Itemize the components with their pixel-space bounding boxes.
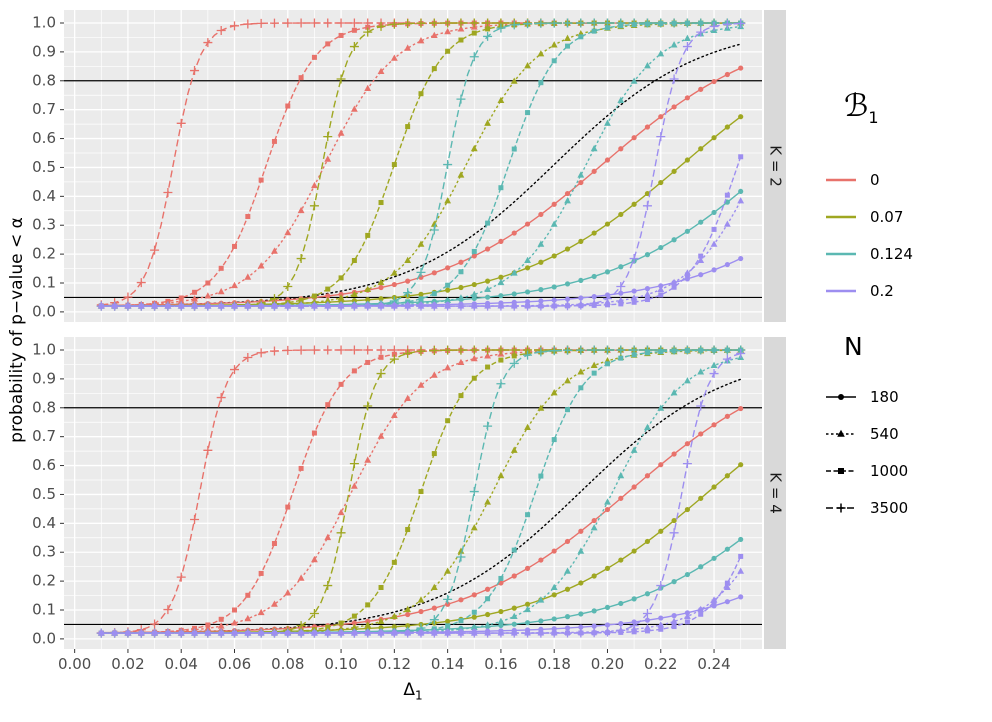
y-tick-label: 0.8 (32, 398, 56, 416)
y-tick-label: 0.0 (32, 629, 56, 647)
legend-title-b1-subscript: 1 (868, 108, 879, 128)
y-tick-label: 0.0 (32, 302, 56, 320)
y-tick-label: 0.5 (32, 485, 56, 503)
x-tick-label: 0.18 (537, 655, 570, 673)
reference-curve (100, 43, 742, 307)
legend-key-shape-plus (826, 503, 856, 513)
facet-strip-K2 (764, 10, 786, 322)
legend-key-color-3 (826, 289, 856, 293)
y-tick-label: 0.9 (32, 369, 56, 387)
legend-entry-b1-3: 0.2 (824, 279, 894, 303)
facet-strip-label: K = 4 (767, 472, 785, 513)
y-tick-label: 0.3 (32, 543, 56, 561)
x-tick-label: 0.24 (697, 655, 730, 673)
legend-title-n: N (844, 332, 863, 361)
legend-entry-label: 540 (870, 425, 899, 443)
x-tick-label: 0.02 (111, 655, 144, 673)
y-tick-label: 0.4 (32, 514, 56, 532)
x-tick-label: 0.22 (644, 655, 677, 673)
y-tick-label: 0.6 (32, 129, 56, 147)
legend-entry-label: 1000 (870, 462, 909, 480)
x-axis-label-sub: 1 (415, 688, 423, 703)
legend-entry-label: 0.124 (870, 245, 913, 263)
panel-K2: K = 2 0.0 0.1 0.2 0.3 0.4 0.5 0.6 0.7 0.8 0.9 1.0 (32, 10, 786, 322)
x-tick-label: 0.10 (324, 655, 357, 673)
y-tick-label: 0.5 (32, 158, 56, 176)
legend-key-shape-square (826, 468, 856, 474)
legend: ℬ1 0 0.07 0.124 0.2 N 180 540 1000 (800, 0, 992, 722)
legend-entry-label: 180 (870, 388, 899, 406)
y-tick-label: 0.2 (32, 572, 56, 590)
x-axis-label-delta: Δ (403, 680, 415, 700)
legend-entry-label: 0.2 (870, 282, 894, 300)
legend-title-b1: ℬ1 (844, 88, 879, 127)
legend-entry-b1-1: 0.07 (824, 205, 903, 229)
x-axis-label: Δ1 (403, 680, 422, 702)
y-tick-label: 0.8 (32, 71, 56, 89)
y-tick-label: 0.4 (32, 187, 56, 205)
legend-key-shape-triangle (826, 429, 856, 437)
y-tick-label: 0.6 (32, 456, 56, 474)
legend-entry-label: 0 (870, 171, 880, 189)
facet-strip-K4 (764, 337, 786, 649)
legend-title-b1-letter: ℬ (844, 88, 869, 124)
x-tick-label: 0.16 (484, 655, 517, 673)
x-tick-label: 0.08 (271, 655, 304, 673)
y-tick-label: 0.3 (32, 216, 56, 234)
legend-entry-n-2: 1000 (824, 459, 908, 483)
y-tick-label: 1.0 (32, 14, 56, 32)
legend-entry-b1-0: 0 (824, 168, 880, 192)
legend-key-color-1 (826, 215, 856, 219)
y-tick-label: 0.1 (32, 601, 56, 619)
y-tick-label: 0.1 (32, 274, 56, 292)
legend-entry-n-1: 540 (824, 422, 899, 446)
y-axis-label: probability of p−value < α (7, 217, 27, 443)
x-tick-label: 0.04 (165, 655, 198, 673)
legend-entry-label: 0.07 (870, 208, 904, 226)
panel-K4: K = 4 0.0 0.1 0.2 0.3 0.4 0.5 0.6 0.7 0.8 0.9 1.0 0.… (32, 337, 786, 673)
x-tick-label: 0.00 (58, 655, 91, 673)
chart-canvas: K = 20.00.10.20.30.40.50.60.70.80.91.0K … (32, 10, 786, 673)
legend-key-color-2 (826, 252, 856, 256)
legend-key-color-0 (826, 178, 856, 182)
legend-entry-n-3: 3500 (824, 496, 908, 520)
y-tick-label: 0.2 (32, 245, 56, 263)
series-B1-0.2-N-3500 (96, 18, 746, 311)
y-tick-label: 0.7 (32, 427, 56, 445)
legend-entry-n-0: 180 (824, 385, 899, 409)
legend-key-shape-circle (826, 394, 856, 400)
facet-strip-label: K = 2 (767, 145, 785, 186)
legend-entry-label: 3500 (870, 499, 909, 517)
y-tick-label: 0.9 (32, 42, 56, 60)
x-tick-label: 0.06 (218, 655, 251, 673)
x-tick-label: 0.14 (431, 655, 464, 673)
y-tick-label: 0.7 (32, 100, 56, 118)
legend-entry-b1-2: 0.124 (824, 242, 913, 266)
reference-curve (100, 378, 742, 634)
x-tick-label: 0.20 (591, 655, 624, 673)
series-B1-0.2-N-3500 (96, 348, 746, 638)
x-tick-label: 0.12 (378, 655, 411, 673)
y-tick-label: 1.0 (32, 341, 56, 359)
